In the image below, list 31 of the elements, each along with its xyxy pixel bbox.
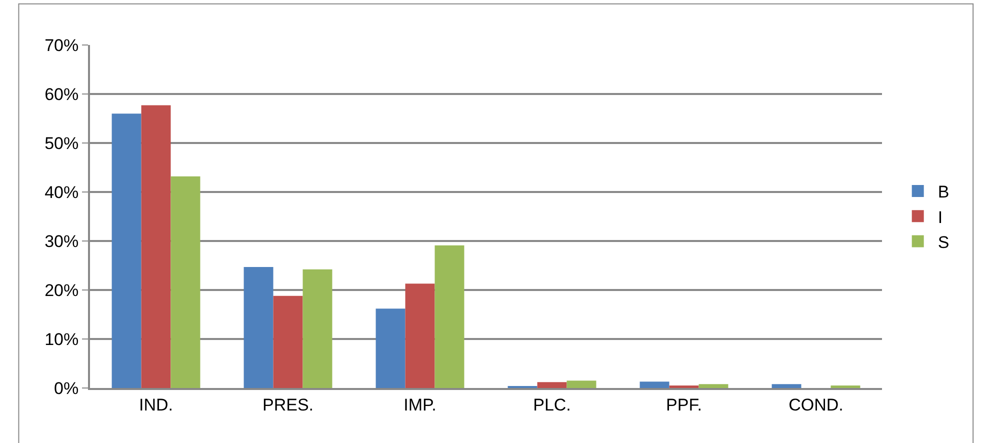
bar bbox=[434, 245, 464, 388]
y-tick-label: 60% bbox=[44, 84, 79, 104]
x-tick-label: IND. bbox=[139, 395, 173, 414]
bar bbox=[112, 114, 142, 388]
x-tick-label: PRES. bbox=[262, 395, 314, 414]
bar bbox=[698, 384, 728, 388]
bar bbox=[405, 284, 435, 388]
y-tick-label: 70% bbox=[44, 36, 79, 55]
bar bbox=[273, 296, 303, 388]
bar bbox=[244, 266, 274, 388]
legend-label: I bbox=[938, 208, 943, 227]
bar bbox=[772, 384, 802, 388]
bar bbox=[141, 105, 171, 388]
y-tick-label: 20% bbox=[44, 280, 79, 300]
bar bbox=[537, 382, 567, 388]
bar bbox=[566, 380, 596, 388]
bar bbox=[302, 269, 332, 388]
legend-label: B bbox=[938, 182, 950, 202]
bar bbox=[170, 176, 200, 388]
bar bbox=[376, 308, 406, 388]
y-tick-label: 10% bbox=[44, 330, 79, 349]
legend-label: S bbox=[938, 232, 950, 252]
y-tick-label: 40% bbox=[44, 182, 79, 202]
y-tick-label: 30% bbox=[44, 232, 79, 251]
x-tick-label: PLC. bbox=[533, 395, 571, 414]
y-tick-label: 0% bbox=[54, 378, 79, 398]
x-tick-label: PPF. bbox=[666, 395, 702, 414]
y-tick-label: 50% bbox=[44, 134, 79, 153]
x-tick-label: IMP. bbox=[404, 395, 436, 414]
bar bbox=[640, 382, 670, 388]
x-tick-label: COND. bbox=[788, 395, 844, 414]
